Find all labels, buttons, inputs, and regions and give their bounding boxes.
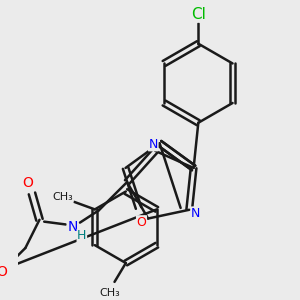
Text: N: N: [191, 207, 200, 220]
Text: O: O: [23, 176, 34, 190]
Text: N: N: [148, 138, 158, 151]
Text: O: O: [0, 265, 7, 279]
Text: CH₃: CH₃: [52, 192, 73, 202]
Text: Cl: Cl: [191, 7, 206, 22]
Text: CH₃: CH₃: [99, 288, 120, 298]
Text: O: O: [136, 216, 146, 229]
Text: H: H: [77, 229, 86, 242]
Text: N: N: [67, 220, 78, 234]
